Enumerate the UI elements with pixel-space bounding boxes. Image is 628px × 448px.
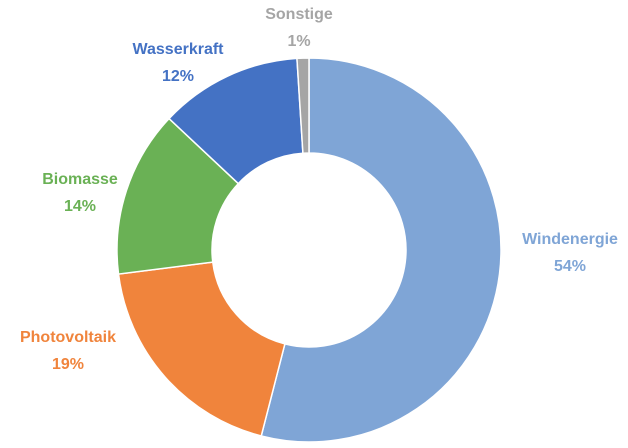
- value-label: 1%: [287, 33, 310, 50]
- value-label: 12%: [162, 68, 194, 85]
- slice-label: Photovoltaik: [20, 329, 116, 346]
- donut-slice: [260, 57, 502, 443]
- value-label: 14%: [64, 198, 96, 215]
- value-label: 19%: [52, 356, 84, 373]
- donut-slice: [296, 57, 310, 154]
- slice-label: Biomasse: [42, 171, 118, 188]
- donut-slice: [117, 261, 286, 437]
- slice-label: Wasserkraft: [132, 41, 224, 58]
- slice-label: Windenergie: [522, 231, 618, 248]
- value-label: 54%: [554, 258, 586, 275]
- slice-label: Sonstige: [265, 6, 333, 23]
